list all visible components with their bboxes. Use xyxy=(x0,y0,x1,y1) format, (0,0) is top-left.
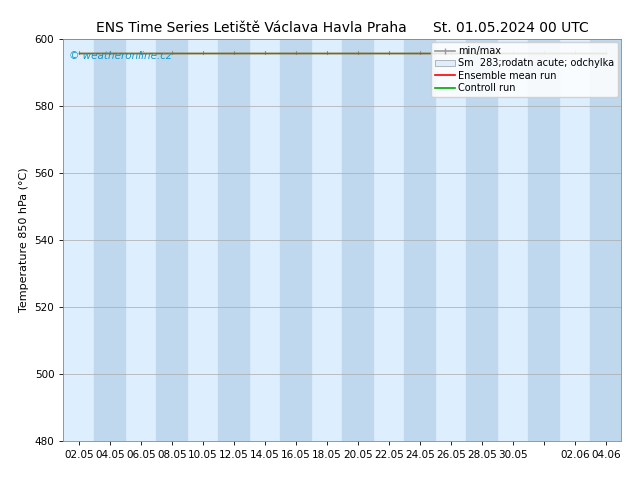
Bar xyxy=(218,39,249,441)
Bar xyxy=(467,39,497,441)
Bar xyxy=(590,39,621,441)
Bar xyxy=(280,39,311,441)
Bar xyxy=(528,39,559,441)
Bar xyxy=(342,39,373,441)
Bar xyxy=(157,39,188,441)
Bar xyxy=(404,39,436,441)
Bar xyxy=(94,39,126,441)
Y-axis label: Temperature 850 hPa (°C): Temperature 850 hPa (°C) xyxy=(19,168,29,313)
Text: © weatheronline.cz: © weatheronline.cz xyxy=(69,51,171,61)
Legend: min/max, Sm  283;rodatn acute; odchylka, Ensemble mean run, Controll run: min/max, Sm 283;rodatn acute; odchylka, … xyxy=(431,42,618,97)
Title: ENS Time Series Letiště Václava Havla Praha      St. 01.05.2024 00 UTC: ENS Time Series Letiště Václava Havla Pr… xyxy=(96,21,589,35)
